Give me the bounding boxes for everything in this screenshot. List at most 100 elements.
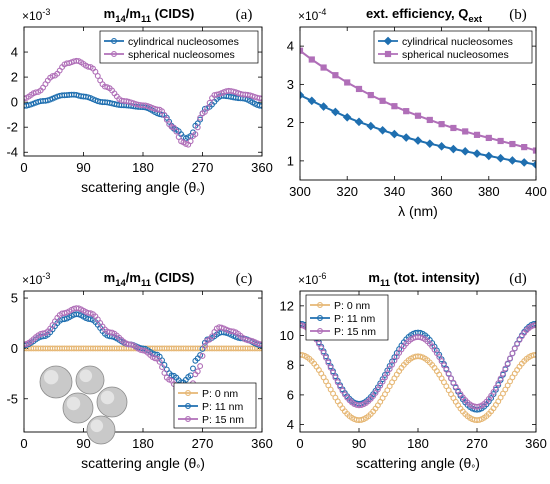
x-tick-label: 90 (76, 160, 90, 175)
y-tick-label: 5 (11, 291, 18, 306)
data-point (382, 374, 388, 381)
x-tick-label: 300 (289, 184, 311, 199)
data-point (495, 380, 502, 387)
nucleosome-highlight (90, 419, 104, 433)
legend: P: 0 nmP: 11 nmP: 15 nm (305, 294, 389, 341)
legend-marker (317, 315, 323, 321)
data-point (331, 107, 340, 117)
y-tick-label: 4 (287, 39, 294, 54)
legend-entry: spherical nucleosomes (128, 49, 235, 61)
legend-entry: P: 11 nm (334, 313, 375, 325)
data-point (367, 91, 374, 99)
nucleosome-illustration (39, 365, 128, 445)
data-point (508, 156, 517, 165)
data-point (168, 372, 175, 379)
data-point (209, 333, 215, 340)
data-point (437, 142, 446, 151)
panel-letter: (b) (509, 7, 527, 23)
data-point (450, 124, 457, 132)
data-point (194, 368, 201, 375)
data-point (61, 310, 68, 317)
data-point (532, 147, 536, 154)
panel-title: m14/m11 (CIDS) (104, 270, 195, 289)
data-point (49, 73, 56, 80)
legend-entry: cylindrical nucleosomes (128, 36, 239, 48)
panel-title: m14/m11 (CIDS) (104, 6, 195, 25)
data-point (401, 133, 411, 142)
data-point (197, 363, 204, 370)
y-tick-label: 2 (287, 115, 294, 130)
data-point (325, 359, 332, 366)
data-point (92, 68, 99, 75)
data-point (391, 103, 398, 110)
legend: P: 0 nmP: 11 nmP: 15 nm (173, 382, 257, 429)
data-point (445, 371, 452, 378)
y-tick-label: 3 (287, 77, 294, 92)
y-tick-label: 1 (287, 153, 294, 168)
data-point (334, 379, 341, 386)
x-tick-label: 180 (132, 160, 154, 175)
series-spherical-nucleosomes (300, 47, 536, 154)
x-tick-label: 270 (192, 436, 214, 451)
y-tick-label: 2 (11, 70, 18, 85)
x-axis-label: λ (nm) (398, 203, 438, 219)
x-tick-label: 360 (431, 184, 453, 199)
legend-entry: P: 15 nm (334, 326, 376, 338)
x-tick-label: 360 (251, 436, 273, 451)
legend-entry: P: 0 nm (334, 300, 370, 312)
x-tick-label: 400 (525, 184, 547, 199)
data-point (206, 99, 213, 106)
data-point (140, 347, 146, 354)
nucleosome-highlight (44, 370, 59, 385)
series-cylindrical-nucleosomes (24, 91, 262, 142)
data-point (403, 108, 410, 115)
data-point (344, 79, 351, 86)
legend-marker (317, 302, 323, 308)
data-point (320, 64, 327, 71)
data-point (327, 364, 334, 371)
axes-box (299, 290, 537, 433)
data-point (308, 56, 315, 63)
x-tick-label: 270 (192, 160, 214, 175)
data-point (413, 136, 423, 145)
data-point (307, 96, 317, 106)
data-point (500, 370, 506, 377)
panel-b: 300 320 340 360 380 400 1 2 3 4 ×10-4 ext. efficien… (287, 6, 547, 219)
data-point (390, 129, 399, 139)
legend-marker (185, 390, 191, 396)
data-point (161, 111, 168, 118)
data-point (497, 375, 504, 382)
data-point (386, 366, 393, 372)
panel-c: 0 90 180 270 360 -5 0 5 ×10-3 m14/m11 (CIDS) (c) sc… (6, 270, 272, 475)
data-point (197, 116, 204, 123)
x-tick-label: 90 (352, 436, 366, 451)
data-point (173, 128, 180, 135)
data-point (323, 354, 329, 361)
data-point (509, 350, 516, 357)
data-point (448, 375, 454, 382)
nucleosome-highlight (66, 396, 81, 411)
panel-title: ext. efficiency, Qext (366, 6, 483, 25)
data-point (342, 112, 352, 122)
legend-marker (384, 50, 392, 58)
series-p-15-nm (24, 305, 262, 400)
data-point (485, 134, 492, 142)
data-point (438, 358, 445, 365)
data-point (502, 365, 509, 372)
data-point (315, 340, 322, 347)
data-point (256, 341, 262, 348)
data-point (32, 89, 39, 96)
legend-box (373, 30, 533, 64)
data-point (187, 138, 194, 145)
legend-marker (383, 36, 393, 46)
x-tick-label: 320 (336, 184, 358, 199)
x-tick-label: 360 (525, 436, 547, 451)
data-point (384, 370, 391, 377)
data-point (259, 345, 262, 352)
data-point (194, 124, 201, 131)
data-point (199, 353, 206, 359)
panel-letter: (a) (236, 7, 253, 23)
data-point (449, 144, 458, 154)
data-point (163, 116, 170, 123)
